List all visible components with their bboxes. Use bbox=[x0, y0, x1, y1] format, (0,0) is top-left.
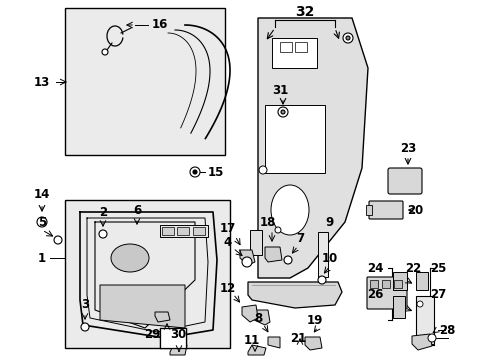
Text: 30: 30 bbox=[169, 328, 186, 342]
Bar bbox=[294, 42, 306, 52]
Polygon shape bbox=[242, 305, 258, 322]
Text: 31: 31 bbox=[271, 84, 287, 96]
FancyBboxPatch shape bbox=[368, 201, 402, 219]
Polygon shape bbox=[411, 334, 431, 350]
Ellipse shape bbox=[111, 244, 149, 272]
Text: 25: 25 bbox=[429, 261, 445, 274]
Circle shape bbox=[54, 236, 62, 244]
Bar bbox=[392, 272, 406, 290]
Text: 5: 5 bbox=[38, 216, 46, 229]
Text: 12: 12 bbox=[220, 282, 236, 294]
Bar bbox=[369, 280, 377, 288]
Text: 29: 29 bbox=[143, 328, 160, 342]
Circle shape bbox=[102, 49, 108, 55]
Text: 28: 28 bbox=[438, 324, 454, 337]
Bar bbox=[415, 296, 433, 344]
Polygon shape bbox=[247, 345, 265, 355]
Text: 11: 11 bbox=[244, 333, 260, 346]
Polygon shape bbox=[240, 250, 254, 265]
Text: 27: 27 bbox=[429, 288, 445, 302]
Bar bbox=[271, 38, 316, 68]
Bar bbox=[193, 227, 204, 235]
Circle shape bbox=[281, 110, 285, 114]
Bar bbox=[393, 280, 401, 288]
Polygon shape bbox=[100, 285, 184, 328]
Text: 13: 13 bbox=[34, 76, 50, 89]
Text: 1: 1 bbox=[38, 252, 46, 265]
Circle shape bbox=[99, 230, 107, 238]
Text: 3: 3 bbox=[81, 298, 89, 311]
Polygon shape bbox=[267, 337, 280, 348]
Polygon shape bbox=[305, 337, 321, 350]
Text: 9: 9 bbox=[325, 216, 333, 229]
Bar bbox=[280, 42, 291, 52]
Text: 24: 24 bbox=[366, 261, 383, 274]
Text: 16: 16 bbox=[151, 18, 168, 31]
Text: 21: 21 bbox=[289, 332, 305, 345]
Circle shape bbox=[242, 257, 251, 267]
Bar bbox=[65, 8, 224, 155]
Text: 15: 15 bbox=[207, 166, 224, 179]
Circle shape bbox=[259, 166, 266, 174]
Text: 32: 32 bbox=[295, 5, 314, 19]
Circle shape bbox=[317, 276, 325, 284]
Bar bbox=[65, 200, 229, 348]
Polygon shape bbox=[170, 344, 186, 355]
Circle shape bbox=[81, 323, 89, 331]
Circle shape bbox=[346, 36, 349, 40]
Circle shape bbox=[427, 334, 435, 342]
Text: 17: 17 bbox=[220, 221, 236, 234]
Text: 26: 26 bbox=[366, 288, 383, 302]
Ellipse shape bbox=[270, 185, 308, 235]
Text: 10: 10 bbox=[321, 252, 337, 265]
Bar bbox=[177, 227, 189, 235]
Bar bbox=[160, 225, 207, 237]
Bar bbox=[249, 230, 262, 255]
Circle shape bbox=[37, 217, 47, 227]
Text: 4: 4 bbox=[224, 235, 232, 248]
Bar bbox=[160, 328, 185, 348]
Bar bbox=[381, 280, 389, 288]
FancyBboxPatch shape bbox=[387, 168, 421, 194]
Polygon shape bbox=[264, 247, 282, 262]
Polygon shape bbox=[155, 312, 170, 322]
Circle shape bbox=[342, 33, 352, 43]
Text: 18: 18 bbox=[259, 216, 276, 229]
Circle shape bbox=[274, 227, 281, 233]
Circle shape bbox=[416, 301, 422, 307]
Bar bbox=[162, 227, 174, 235]
Text: 20: 20 bbox=[406, 203, 422, 216]
Circle shape bbox=[190, 167, 200, 177]
Text: 22: 22 bbox=[404, 261, 420, 274]
Polygon shape bbox=[258, 18, 367, 278]
Circle shape bbox=[193, 170, 197, 174]
Circle shape bbox=[284, 256, 291, 264]
Text: 14: 14 bbox=[34, 189, 50, 202]
Polygon shape bbox=[247, 282, 341, 308]
FancyBboxPatch shape bbox=[366, 277, 406, 309]
Polygon shape bbox=[249, 310, 269, 325]
Text: 19: 19 bbox=[306, 314, 323, 327]
Text: 23: 23 bbox=[399, 141, 415, 154]
Text: 6: 6 bbox=[133, 203, 141, 216]
Text: 8: 8 bbox=[253, 311, 262, 324]
Text: 2: 2 bbox=[99, 206, 107, 219]
Circle shape bbox=[278, 107, 287, 117]
Bar bbox=[392, 296, 404, 318]
Bar bbox=[415, 272, 427, 290]
Bar bbox=[365, 205, 371, 215]
Text: 7: 7 bbox=[295, 231, 304, 244]
Bar bbox=[317, 232, 327, 277]
Bar bbox=[264, 105, 325, 173]
